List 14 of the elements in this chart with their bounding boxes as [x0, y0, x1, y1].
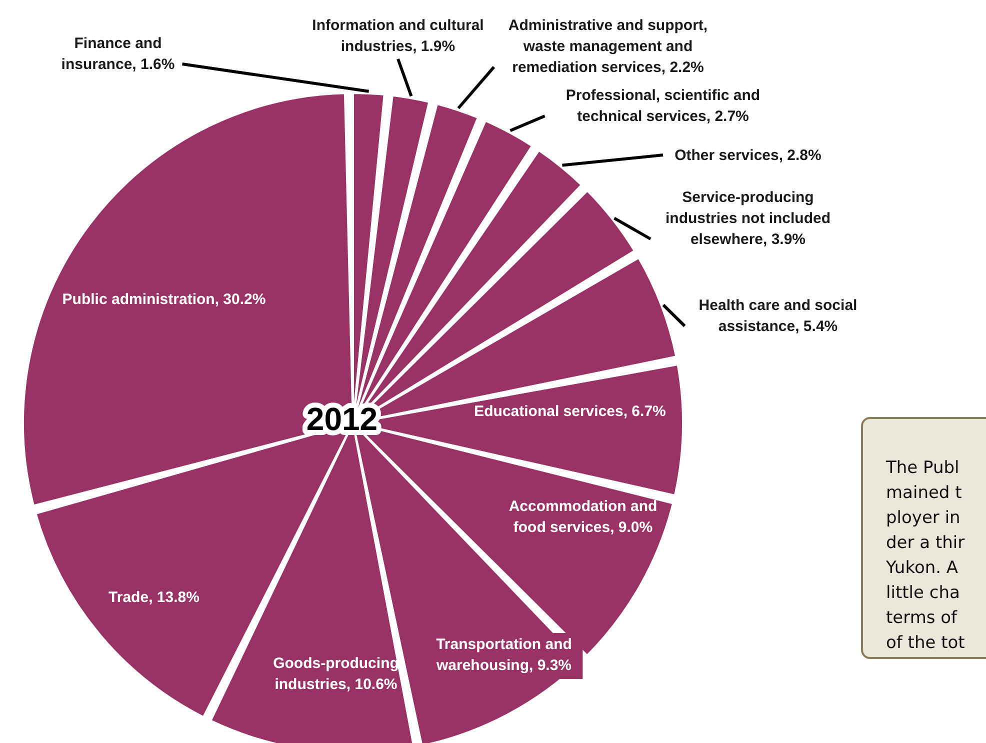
slice-label: Other services, 2.8% — [674, 147, 822, 164]
slice-label: Accommodation and food services, 9.0% — [508, 498, 658, 536]
slice-label: Public administration, 30.2% — [62, 291, 266, 308]
text: The Publ mained t ployer in der a thir Yukon. A little cha terms of of the tot — [885, 458, 966, 653]
slice-label: Trade, 13.8% — [108, 589, 200, 606]
slice-label: Professional, scientific and technical services, 2.7% — [566, 87, 760, 125]
slice-label: Educational services, 6.7% — [474, 403, 666, 420]
slice-label: Administrative and support, waste management and remediation services, 2.2% — [508, 17, 708, 76]
slice-label: Transportation and warehousing, 9.3% — [435, 636, 572, 674]
slice-label: Information and cultural industries, 1.9% — [312, 17, 484, 55]
slice-label: Service-producing industries not included elsewhere, 3.9% — [665, 189, 831, 248]
slice-label: Finance and insurance, 1.6% — [61, 35, 175, 73]
slice-label: Health care and social assistance, 5.4% — [698, 297, 858, 335]
slice-label: Goods-producing industries, 10.6% — [273, 655, 399, 693]
